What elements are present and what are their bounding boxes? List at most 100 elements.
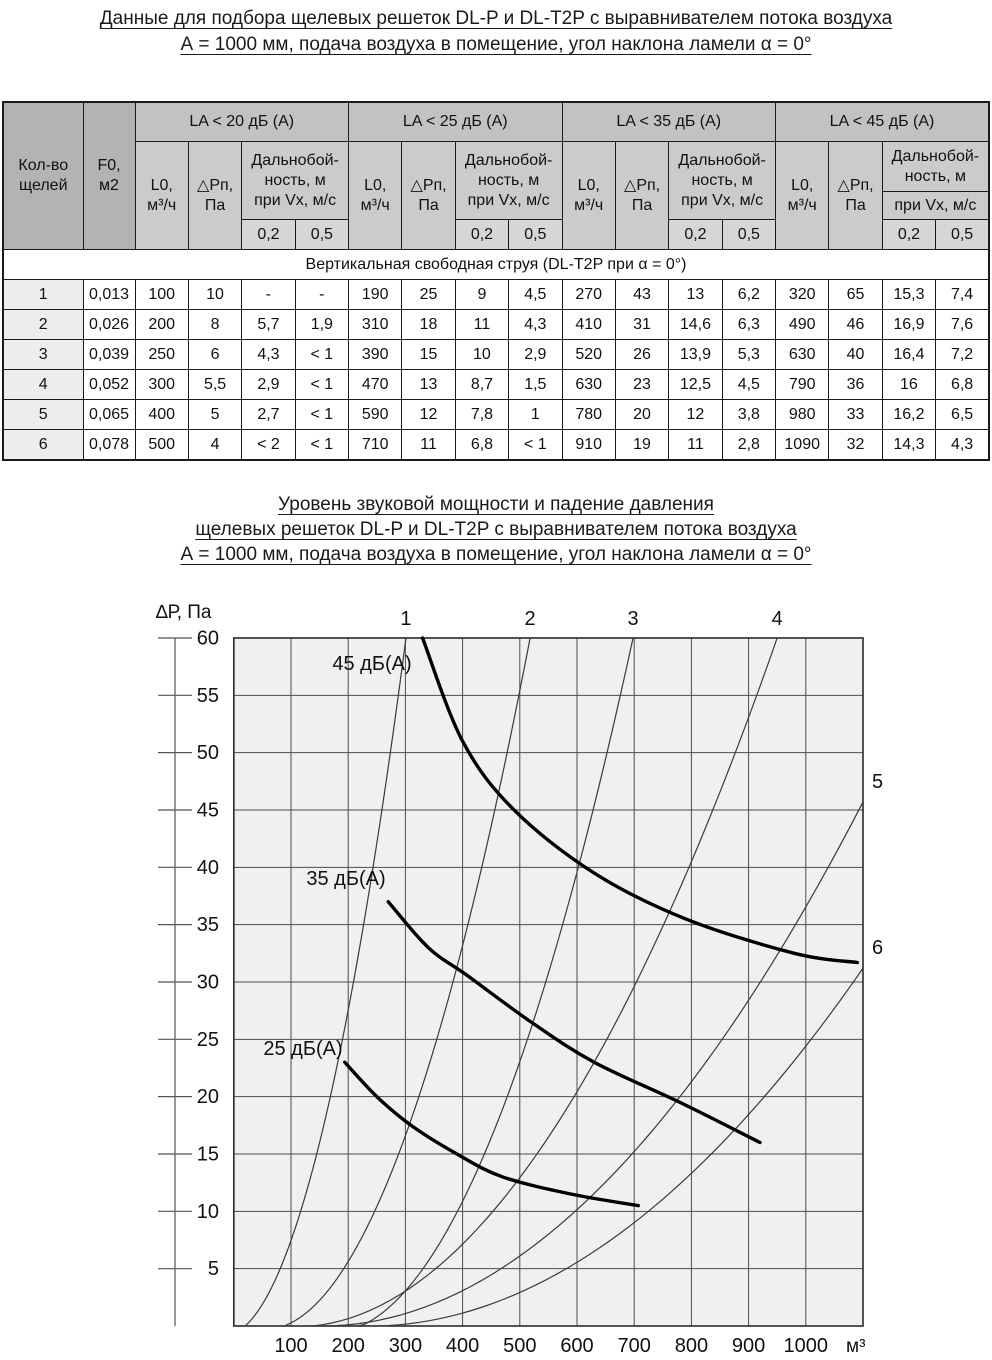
table-cell: 11 xyxy=(454,309,510,340)
table-cell: 4,3 xyxy=(935,429,990,461)
table-cell: 300 xyxy=(134,369,189,400)
table-cell: < 1 xyxy=(294,399,350,430)
table-cell: 46 xyxy=(828,309,883,340)
slot-curve-2 xyxy=(283,637,531,1327)
y-tick-label: 25 xyxy=(197,1029,219,1051)
table-cell: 2,9 xyxy=(508,339,563,370)
table-cell: 2 xyxy=(2,309,84,340)
table-cell: 13 xyxy=(401,369,456,400)
slot-curve-label-5: 5 xyxy=(872,771,883,793)
table-cell: 630 xyxy=(561,369,616,400)
table-cell: < 1 xyxy=(294,339,350,370)
table-cell: 5 xyxy=(2,399,84,430)
y-tick-label: 40 xyxy=(197,857,219,879)
table-cell: 400 xyxy=(134,399,189,430)
table-cell: 10 xyxy=(454,339,510,370)
table-cell: 4,3 xyxy=(508,309,563,340)
table-cell: 13,9 xyxy=(668,339,723,370)
table-cell: 6,3 xyxy=(721,309,777,340)
header-group-0: LA < 20 дБ (А) xyxy=(134,101,349,142)
header-range-top: Дальнобой- ность, м xyxy=(883,143,988,192)
table-row: 6 0,078 500 4 < 2 < 1 710 11 6,8 < 1 910 19 11 2,8 109… xyxy=(2,429,990,461)
table-cell: 0,052 xyxy=(82,369,136,400)
table-cell: 980 xyxy=(774,399,830,430)
table-cell: 100 xyxy=(134,279,189,310)
table-cell: 12 xyxy=(668,399,723,430)
table-cell: 3,8 xyxy=(721,399,777,430)
slot-curve-label-4: 4 xyxy=(772,608,783,630)
table-cell: 590 xyxy=(347,399,403,430)
header-speed-05-0: 0,5 xyxy=(294,219,350,250)
slot-curve-4 xyxy=(312,637,778,1327)
table-cell: 4 xyxy=(187,429,243,461)
table-cell: 11 xyxy=(668,429,723,461)
table-cell: 5 xyxy=(187,399,243,430)
y-tick-label: 30 xyxy=(197,971,219,993)
x-tick-label: 100 xyxy=(274,1335,307,1357)
table-cell: 25 xyxy=(401,279,456,310)
chart-title-line3: А = 1000 мм, подача воздуха в помещение,… xyxy=(180,544,812,565)
y-tick-label: 50 xyxy=(197,742,219,764)
header-speed-05-2: 0,5 xyxy=(721,219,777,250)
table-cell: 19 xyxy=(614,429,670,461)
y-tick-label: 10 xyxy=(197,1201,219,1223)
y-axis-title: ∆Р, Па xyxy=(156,602,212,623)
table-cell: 0,065 xyxy=(82,399,136,430)
table-cell: 1090 xyxy=(774,429,830,461)
x-axis-unit: м³ xyxy=(846,1336,865,1357)
table-cell: 7,4 xyxy=(935,279,990,310)
plot-frame xyxy=(233,637,864,1327)
table-cell: 0,026 xyxy=(82,309,136,340)
header-speed-05-3: 0,5 xyxy=(935,219,990,250)
table-cell: 7,8 xyxy=(454,399,510,430)
table-cell: < 1 xyxy=(294,369,350,400)
table-cell: 6,8 xyxy=(935,369,990,400)
header-speed-02-2: 0,2 xyxy=(668,219,723,250)
chart-title: Уровень звуковой мощности и падение давл… xyxy=(0,492,992,567)
header-pressure-1: △Рп, Па xyxy=(401,141,456,250)
table-cell: 6 xyxy=(2,429,84,461)
table-cell: 43 xyxy=(614,279,670,310)
table-cell: 250 xyxy=(134,339,189,370)
table-cell: 1 xyxy=(508,399,563,430)
table-cell: 16,2 xyxy=(881,399,937,430)
slot-curve-label-1: 1 xyxy=(400,608,411,630)
table-cell: 6,5 xyxy=(935,399,990,430)
y-tick-label: 35 xyxy=(197,914,219,936)
table-cell: 33 xyxy=(828,399,883,430)
slot-curve-label-6: 6 xyxy=(872,937,883,959)
db-curve-3 xyxy=(343,1060,640,1208)
table-cell: 1,5 xyxy=(508,369,563,400)
table-cell: 4 xyxy=(2,369,84,400)
table-cell: - xyxy=(241,279,296,310)
table-cell: 65 xyxy=(828,279,883,310)
table-cell: 190 xyxy=(347,279,403,310)
header-flow-2: L0, м³/ч xyxy=(561,141,616,250)
page-title-line2: А = 1000 мм, подача воздуха в помещение,… xyxy=(180,34,812,55)
x-tick-label: 300 xyxy=(389,1335,422,1357)
table-cell: 31 xyxy=(614,309,670,340)
header-speed-02-1: 0,2 xyxy=(454,219,510,250)
table-cell: 0,039 xyxy=(82,339,136,370)
table-cell: 7,2 xyxy=(935,339,990,370)
y-tick-label: 55 xyxy=(197,685,219,707)
header-pressure-2: △Рп, Па xyxy=(614,141,670,250)
table-cell: < 2 xyxy=(241,429,296,461)
header-range-1: Дальнобой- ность, м при Vx, м/с xyxy=(454,141,563,220)
slot-curve-5 xyxy=(323,801,864,1327)
header-range-bottom: при Vx, м/с xyxy=(894,196,977,214)
table-cell: 410 xyxy=(561,309,616,340)
slot-curve-label-2: 2 xyxy=(525,608,536,630)
table-cell: 2,9 xyxy=(241,369,296,400)
jet-type-band: Вертикальная свободная струя (DL-T2P при… xyxy=(2,249,990,280)
table-cell: 2,8 xyxy=(721,429,777,461)
chart-title-line1: Уровень звуковой мощности и падение давл… xyxy=(278,494,714,515)
x-tick-label: 700 xyxy=(618,1335,651,1357)
y-tick-label: 5 xyxy=(208,1258,219,1280)
table-cell: 390 xyxy=(347,339,403,370)
table-cell: 910 xyxy=(561,429,616,461)
table-cell: 5,5 xyxy=(187,369,243,400)
y-tick-label: 45 xyxy=(197,799,219,821)
table-cell: 8,7 xyxy=(454,369,510,400)
table-cell: 16 xyxy=(881,369,937,400)
